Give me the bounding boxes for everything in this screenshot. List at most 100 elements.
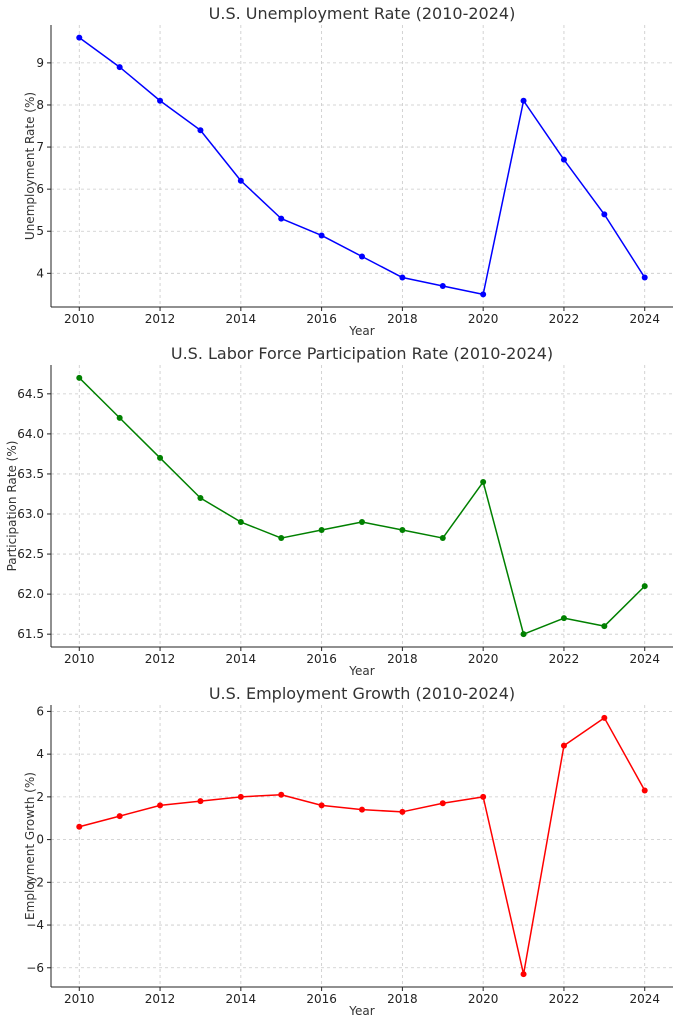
data-point	[601, 714, 608, 721]
y-tick-label: 61.5	[17, 627, 44, 641]
x-tick-label: 2012	[145, 992, 176, 1006]
data-point	[560, 615, 567, 622]
x-tick-label: 2014	[226, 652, 257, 666]
data-point	[237, 177, 244, 184]
y-tick-label: 6	[36, 182, 44, 196]
y-tick-label: −2	[26, 875, 44, 889]
data-point	[76, 823, 83, 830]
data-point	[439, 282, 446, 289]
data-point	[560, 156, 567, 163]
x-tick-label: 2020	[468, 992, 499, 1006]
data-point	[237, 793, 244, 800]
data-point	[399, 274, 406, 281]
chart-panel-1: 2010 2012 2014 2016 2018 2020 2022 2024 4 5 6 7 8 9 U.…	[23, 4, 673, 338]
x-tick-label: 2018	[387, 312, 418, 326]
y-tick-label: 4	[36, 747, 44, 761]
x-tick-label: 2024	[629, 992, 660, 1006]
data-point	[116, 414, 123, 421]
data-point	[157, 454, 164, 461]
x-tick-label: 2014	[226, 312, 257, 326]
y-tick-label: 63.0	[17, 507, 44, 521]
y-tick-label: 8	[36, 98, 44, 112]
data-point	[318, 802, 325, 809]
x-tick-label: 2012	[145, 312, 176, 326]
data-point	[439, 800, 446, 807]
x-tick-label: 2018	[387, 652, 418, 666]
data-point	[480, 793, 487, 800]
data-point	[197, 798, 204, 805]
y-tick-label: 4	[36, 266, 44, 280]
data-point	[641, 583, 648, 590]
y-tick-label: 7	[36, 140, 44, 154]
x-tick-label: 2014	[226, 992, 257, 1006]
x-tick-label: 2022	[549, 652, 580, 666]
data-point	[76, 34, 83, 41]
data-point	[480, 478, 487, 485]
data-point	[278, 215, 285, 222]
x-tick-label: 2016	[306, 992, 337, 1006]
data-point	[359, 519, 365, 526]
y-tick-label: 9	[36, 56, 44, 70]
chart-title: U.S. Unemployment Rate (2010-2024)	[209, 4, 516, 23]
data-point	[318, 527, 325, 534]
data-point	[641, 274, 648, 281]
x-tick-label: 2016	[306, 652, 337, 666]
x-tick-label: 2024	[629, 312, 660, 326]
x-tick-label: 2020	[468, 312, 499, 326]
y-tick-label: 62.0	[17, 587, 44, 601]
x-tick-label: 2016	[306, 312, 337, 326]
y-axis-label: Participation Rate (%)	[5, 441, 19, 572]
x-tick-label: 2020	[468, 652, 499, 666]
y-tick-label: −6	[26, 961, 44, 975]
data-point	[520, 631, 527, 638]
x-tick-label: 2010	[64, 992, 95, 1006]
x-tick-label: 2010	[64, 312, 95, 326]
chart-panel-3: 2010 2012 2014 2016 2018 2020 2022 2024 −6 −4 −2 0 2…	[23, 684, 673, 1018]
data-point	[520, 97, 527, 104]
x-tick-label: 2022	[549, 992, 580, 1006]
data-point	[560, 742, 567, 749]
x-tick-label: 2012	[145, 652, 176, 666]
data-point	[197, 494, 204, 501]
x-axis-label: Year	[348, 664, 374, 678]
x-tick-label: 2010	[64, 652, 95, 666]
y-tick-label: 6	[36, 704, 44, 718]
data-point	[116, 813, 123, 820]
data-point	[116, 64, 123, 71]
y-tick-label: 64.5	[17, 387, 44, 401]
data-point	[278, 535, 285, 542]
data-point	[601, 623, 608, 630]
data-point	[480, 291, 487, 298]
chart-title: U.S. Labor Force Participation Rate (201…	[171, 344, 553, 363]
data-point	[399, 808, 406, 815]
data-point	[601, 211, 608, 218]
y-axis-label: Employment Growth (%)	[23, 772, 37, 920]
data-point	[318, 232, 325, 239]
data-point	[641, 787, 648, 794]
y-tick-label: 5	[36, 224, 44, 238]
series-line	[78, 377, 646, 635]
y-tick-label: −4	[26, 918, 44, 932]
data-point	[157, 97, 164, 104]
data-point	[237, 519, 244, 526]
x-axis-label: Year	[348, 1004, 374, 1018]
y-tick-label: 62.5	[17, 547, 44, 561]
y-tick-label: 0	[36, 833, 44, 847]
data-point	[359, 806, 365, 813]
data-point	[157, 802, 164, 809]
y-axis-label: Unemployment Rate (%)	[23, 92, 37, 240]
x-tick-label: 2024	[629, 652, 660, 666]
data-point	[520, 971, 527, 978]
x-tick-label: 2022	[549, 312, 580, 326]
y-tick-label: 2	[36, 790, 44, 804]
y-tick-label: 64.0	[17, 427, 44, 441]
y-tick-label: 63.5	[17, 467, 44, 481]
data-point	[439, 535, 446, 542]
data-point	[76, 374, 83, 381]
data-point	[197, 127, 204, 134]
series-line	[79, 717, 646, 975]
x-axis-label: Year	[348, 324, 374, 338]
data-point	[399, 527, 406, 534]
data-point	[278, 791, 285, 798]
